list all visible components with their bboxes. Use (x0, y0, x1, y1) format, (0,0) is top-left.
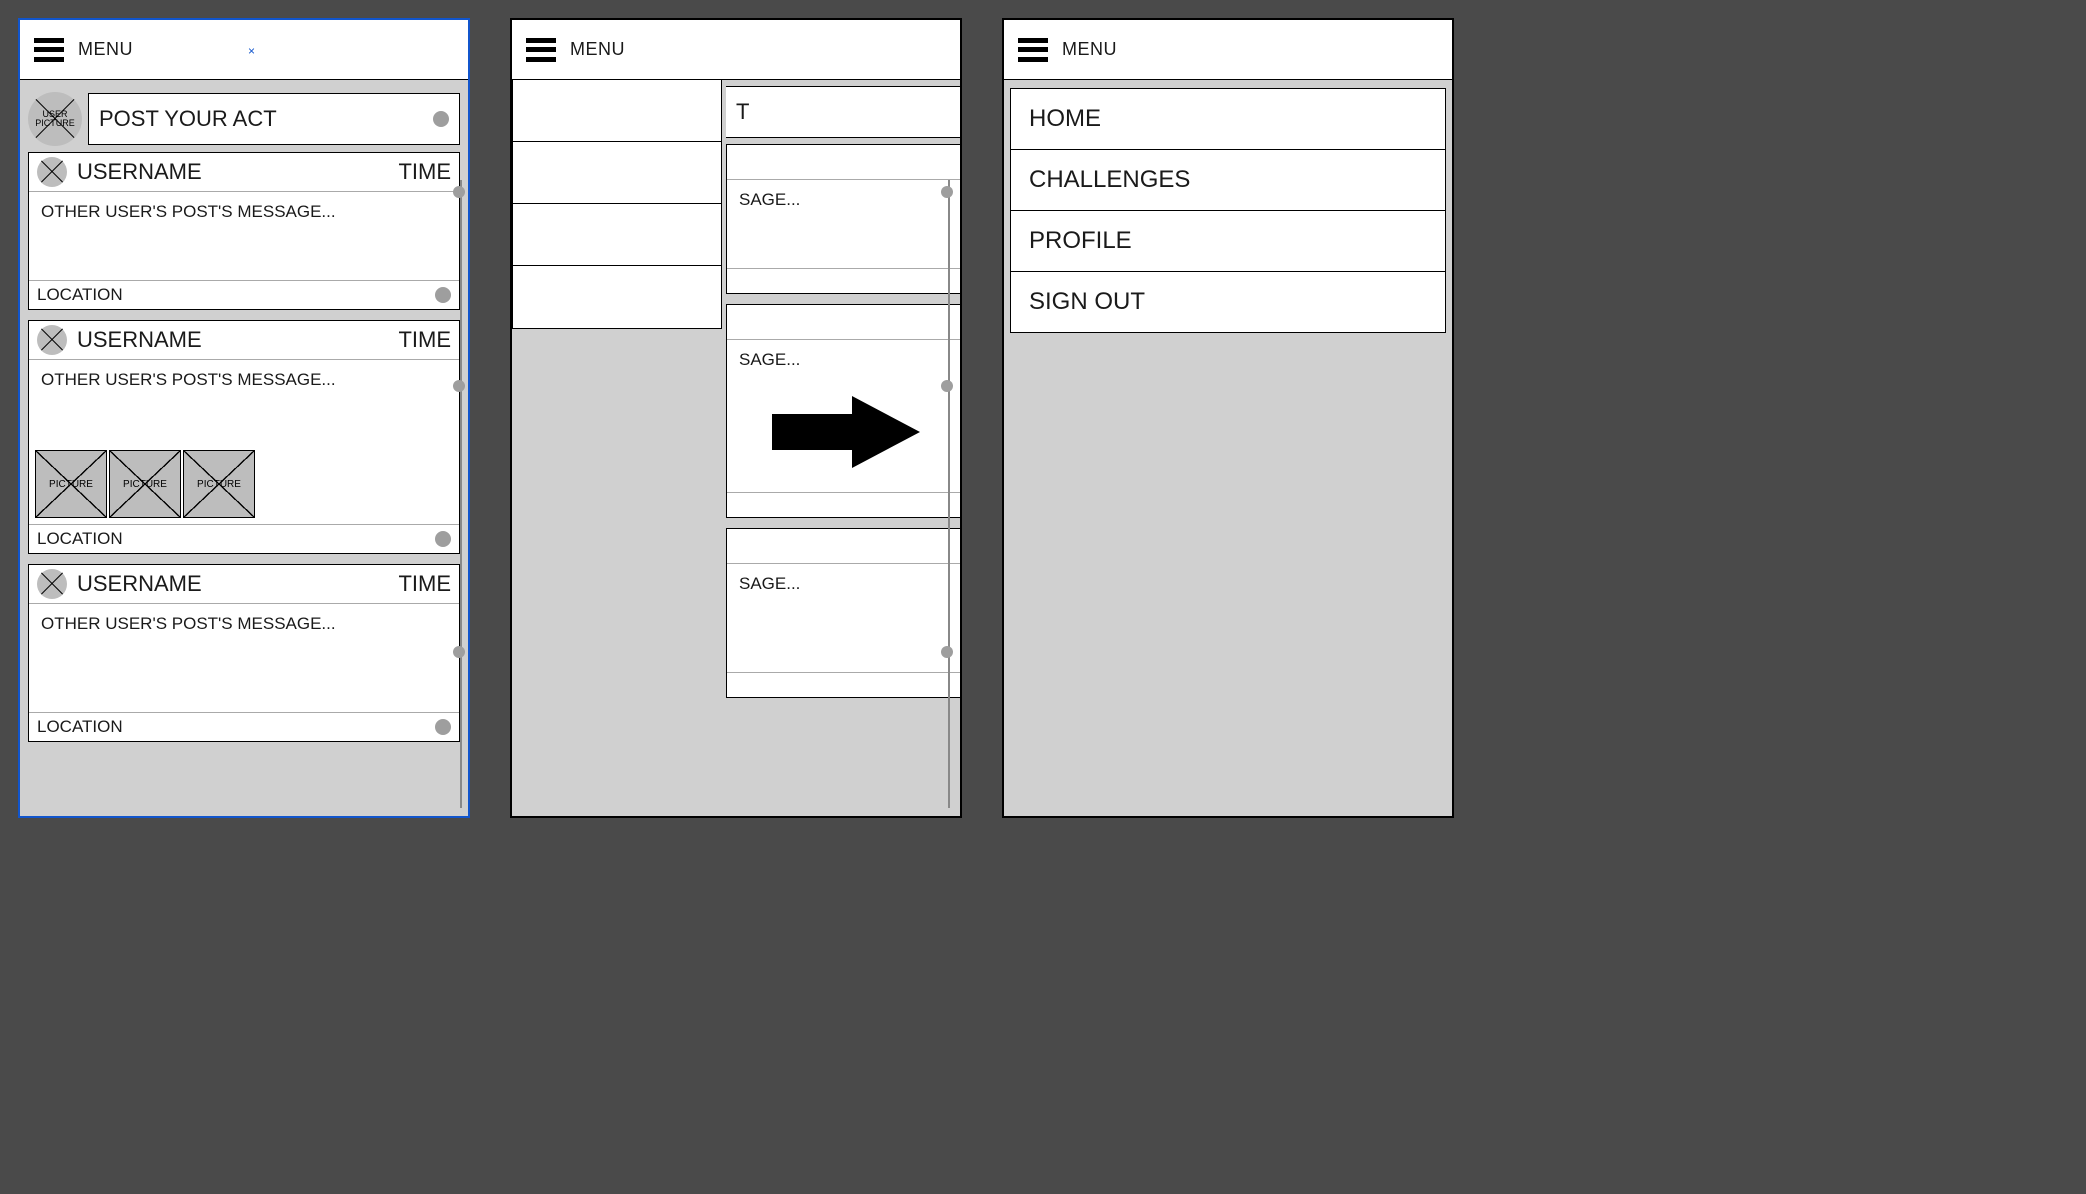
post-header: TIME (727, 529, 962, 564)
compose-placeholder: T (736, 99, 749, 125)
post-avatar-icon (37, 325, 67, 355)
post-avatar-icon (37, 569, 67, 599)
hamburger-icon[interactable] (526, 38, 556, 62)
hamburger-icon[interactable] (1018, 38, 1048, 62)
drawer-panel[interactable] (512, 80, 722, 329)
post-message: OTHER USER'S POST'S MESSAGE... (29, 360, 459, 450)
post-card[interactable]: USERNAME TIME OTHER USER'S POST'S MESSAG… (28, 152, 460, 310)
post-images-row: PICTURE PICTURE PICTURE (29, 450, 459, 524)
transition-arrow-icon (772, 392, 922, 472)
post-avatar-icon (37, 157, 67, 187)
post-action-dot-icon[interactable] (435, 719, 451, 735)
close-icon[interactable]: × (248, 44, 255, 58)
screen-drawer-open: MENU T TIME SAGE... (510, 18, 962, 818)
drawer-row[interactable] (513, 204, 721, 266)
post-location: LOCATION (37, 285, 123, 305)
drawer-row[interactable] (513, 80, 721, 142)
post-message: OTHER USER'S POST'S MESSAGE... (29, 604, 459, 712)
post-action-dot-icon[interactable] (435, 287, 451, 303)
post-footer (727, 268, 962, 293)
post-time: TIME (398, 159, 451, 185)
post-footer (727, 492, 962, 517)
post-picture-icon[interactable]: PICTURE (183, 450, 255, 518)
post-message: SAGE... (727, 564, 962, 672)
post-card[interactable]: TIME SAGE... (726, 144, 962, 294)
post-time: TIME (398, 571, 451, 597)
compose-row: T (722, 80, 962, 144)
header-bar: MENU (512, 20, 960, 80)
post-header: USERNAME TIME (29, 153, 459, 192)
post-header: USERNAME TIME (29, 321, 459, 360)
post-footer (727, 672, 962, 697)
menu-label: MENU (1062, 39, 1117, 60)
menu-item-home[interactable]: HOME (1010, 88, 1446, 150)
post-username: USERNAME (77, 159, 398, 185)
scrollbar-marker-icon (453, 186, 465, 198)
scrollbar-marker-icon (941, 186, 953, 198)
post-card[interactable]: USERNAME TIME OTHER USER'S POST'S MESSAG… (28, 320, 460, 554)
post-footer: LOCATION (29, 280, 459, 309)
menu-item-signout[interactable]: SIGN OUT (1010, 272, 1446, 333)
post-picture-icon[interactable]: PICTURE (109, 450, 181, 518)
scrollbar-marker-icon (941, 646, 953, 658)
menu-item-challenges[interactable]: CHALLENGES (1010, 150, 1446, 211)
post-username: USERNAME (77, 571, 398, 597)
scrollbar-track[interactable] (948, 180, 950, 808)
compose-row: USER PICTURE POST YOUR ACT (24, 86, 464, 152)
post-header: USERNAME TIME (29, 565, 459, 604)
menu-list: HOME CHALLENGES PROFILE SIGN OUT (1004, 80, 1452, 341)
post-location: LOCATION (37, 529, 123, 549)
post-footer: LOCATION (29, 524, 459, 553)
post-message: OTHER USER'S POST'S MESSAGE... (29, 192, 459, 280)
drawer-row[interactable] (513, 266, 721, 328)
compose-action-dot-icon[interactable] (433, 111, 449, 127)
screen-menu: MENU HOME CHALLENGES PROFILE SIGN OUT (1002, 18, 1454, 818)
post-time: TIME (398, 327, 451, 353)
menu-label: MENU (570, 39, 625, 60)
post-action-dot-icon[interactable] (435, 531, 451, 547)
post-card[interactable]: TIME SAGE... (726, 528, 962, 698)
compose-placeholder: POST YOUR ACT (99, 106, 277, 132)
scrollbar-marker-icon (941, 380, 953, 392)
scrollbar-track[interactable] (460, 180, 462, 808)
feed-content: USER PICTURE POST YOUR ACT USERNAME TIME… (20, 80, 468, 742)
post-picture-icon[interactable]: PICTURE (35, 450, 107, 518)
header-bar: MENU × (20, 20, 468, 80)
compose-input[interactable]: POST YOUR ACT (88, 93, 460, 145)
scrollbar-marker-icon (453, 380, 465, 392)
menu-label: MENU (78, 39, 133, 60)
hamburger-icon[interactable] (34, 38, 64, 62)
post-header: TIME (727, 145, 962, 180)
menu-item-profile[interactable]: PROFILE (1010, 211, 1446, 272)
drawer-row[interactable] (513, 142, 721, 204)
scrollbar-marker-icon (453, 646, 465, 658)
screen-feed: MENU × USER PICTURE POST YOUR ACT USERNA… (18, 18, 470, 818)
post-card[interactable]: USERNAME TIME OTHER USER'S POST'S MESSAG… (28, 564, 460, 742)
compose-input[interactable]: T (726, 86, 962, 138)
post-username: USERNAME (77, 327, 398, 353)
post-message: SAGE... (727, 180, 962, 268)
post-location: LOCATION (37, 717, 123, 737)
header-bar: MENU (1004, 20, 1452, 80)
user-avatar-icon: USER PICTURE (28, 92, 82, 146)
post-header: TIME (727, 305, 962, 340)
feed-list: USERNAME TIME OTHER USER'S POST'S MESSAG… (24, 152, 464, 742)
post-footer: LOCATION (29, 712, 459, 741)
